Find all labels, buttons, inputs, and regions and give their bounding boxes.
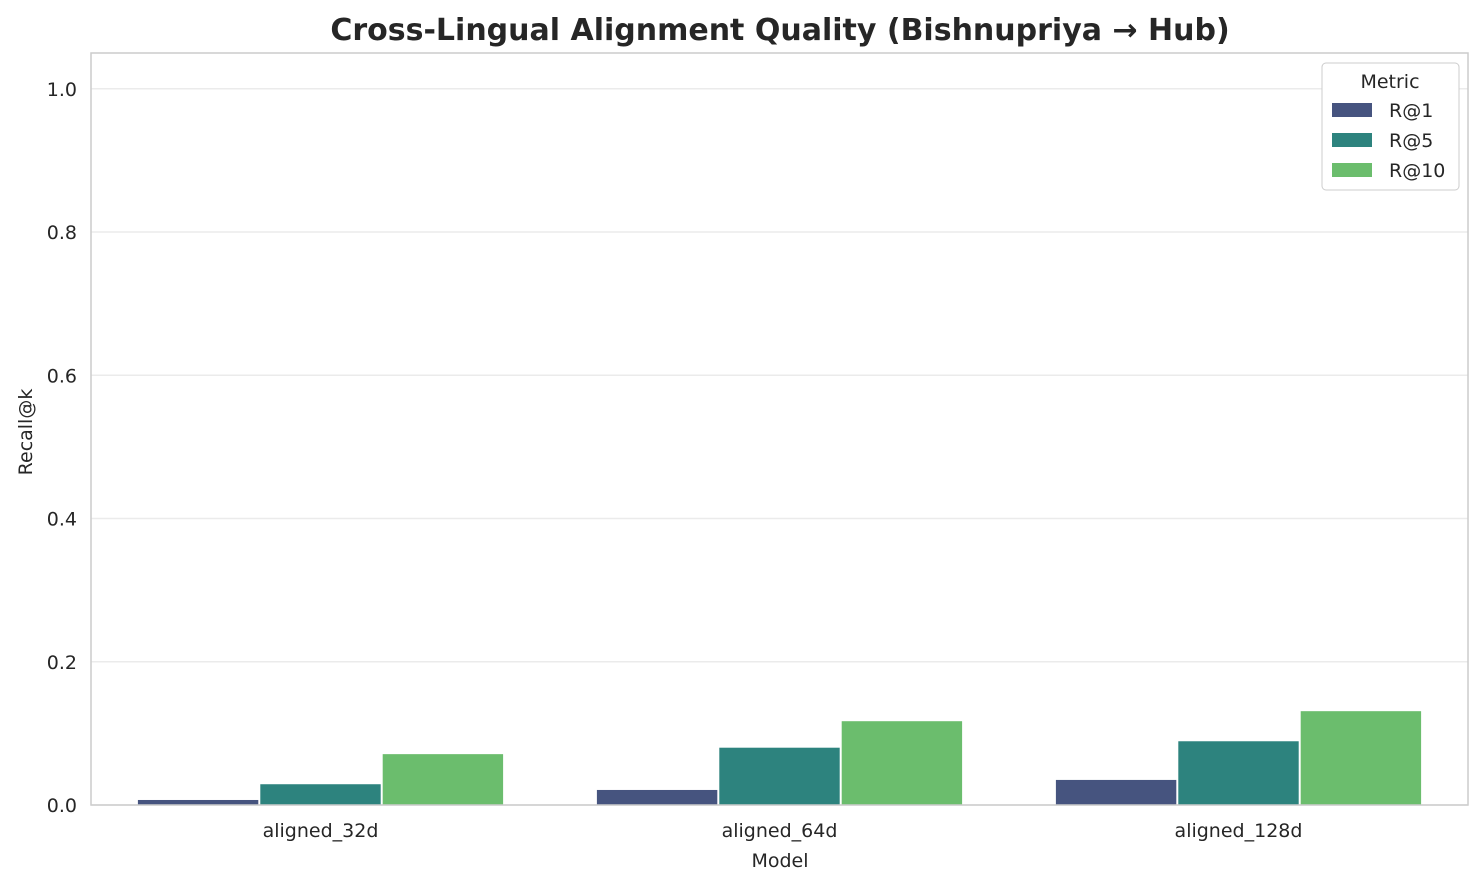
plot-frame [90,52,1469,806]
y-tick-label: 0.2 [47,652,77,674]
legend-swatch [1332,163,1372,177]
y-tick-label: 0.0 [47,795,77,817]
bar-R@1-aligned_128d [1055,779,1177,805]
bar-R@5-aligned_32d [260,784,381,805]
legend-box [1321,62,1460,191]
legend-entry: R@1 [1389,100,1433,122]
bar-R@10-aligned_64d [841,721,963,805]
legend-swatch [1332,133,1372,147]
bar-R@5-aligned_128d [1178,741,1299,805]
x-tick-label: aligned_64d [722,820,838,842]
bar-R@1-aligned_64d [596,789,718,805]
bar-R@10-aligned_128d [1300,711,1422,805]
bar-R@1-aligned_32d [137,799,259,805]
y-tick-label: 0.8 [47,222,77,244]
chart-title: Cross-Lingual Alignment Quality (Bishnup… [330,13,1229,48]
bar-R@5-aligned_64d [719,747,840,805]
y-tick-label: 0.4 [47,509,77,531]
y-axis-label: Recall@k [15,389,37,476]
y-tick-label: 1.0 [47,79,77,101]
x-tick-label: aligned_128d [1175,820,1303,842]
y-tick-label: 0.6 [47,365,77,387]
legend-swatch [1332,103,1372,117]
legend-entry: R@5 [1389,130,1433,152]
x-axis-label: Model [751,850,808,872]
x-tick-label: aligned_32d [263,820,379,842]
legend-title: Metric [1360,71,1419,93]
legend-entry: R@10 [1389,160,1445,182]
legend: Metric R@1 R@5 R@10 [1321,62,1460,191]
bar-R@10-aligned_32d [382,754,504,805]
